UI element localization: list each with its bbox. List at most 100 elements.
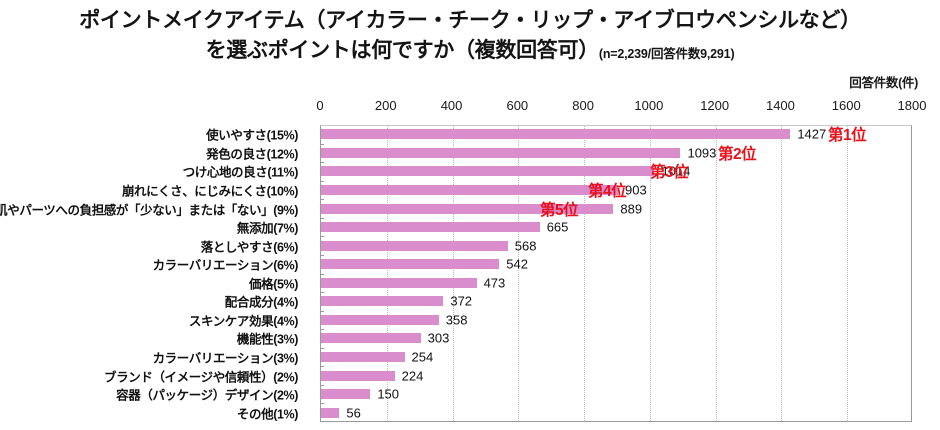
y-axis-tick [320, 143, 324, 145]
bar [321, 222, 540, 233]
gridline [452, 126, 454, 421]
y-axis-tick [320, 273, 324, 275]
gridline [584, 126, 586, 421]
chart-row: 落としやすさ(6%) 568 [0, 236, 940, 255]
gridline [847, 126, 849, 421]
gridline [781, 126, 783, 421]
category-label: ブランド（イメージや信頼性）(2%) [104, 370, 298, 385]
chart-row: その他(1%) 56 [0, 403, 940, 422]
chart-row: 機能性(3%) 303 [0, 329, 940, 348]
category-label: 発色の良さ(12%) [206, 147, 298, 162]
rank-annotation: 第3位 [650, 164, 689, 182]
bar [321, 370, 395, 381]
bar-value-label: 665 [546, 219, 569, 235]
gridline [649, 126, 651, 421]
bar [321, 203, 614, 214]
category-label: 肌やパーツへの負担感が「少ない」または「ない」(9%) [0, 203, 298, 218]
bar-value-label: 224 [401, 368, 424, 384]
bar [321, 389, 371, 400]
x-axis-tick-label: 1800 [897, 98, 927, 113]
gridline [518, 126, 520, 421]
x-axis-tick-label: 1400 [765, 98, 795, 113]
x-axis-tick-label: 1200 [700, 98, 730, 113]
bar [321, 259, 500, 270]
x-axis-tick-label: 0 [316, 98, 324, 113]
bar-value-label: 542 [506, 256, 528, 272]
bar [321, 277, 477, 288]
category-label: 崩れにくさ、にじみにくさ(10%) [121, 184, 298, 199]
y-axis-tick [320, 310, 324, 312]
category-label: 落としやすさ(6%) [200, 240, 299, 255]
category-label: 配合成分(4%) [224, 295, 299, 310]
sample-size-note: (n=2,239/回答件数9,291) [598, 47, 735, 61]
y-axis-tick [320, 162, 324, 164]
gridline [715, 126, 717, 421]
y-axis-tick [320, 236, 324, 238]
bar-value-label: 903 [624, 182, 647, 198]
bar-value-label: 473 [483, 275, 506, 291]
bar [321, 296, 444, 307]
bar [321, 352, 405, 363]
chart-row: 使いやすさ(15%) 1427 第1位 [0, 125, 940, 145]
rank-annotation: 第5位 [540, 201, 579, 219]
bar-value-label: 1014 [661, 163, 691, 179]
category-label: つけ心地の良さ(11%) [182, 165, 299, 180]
rank-annotation: 第2位 [718, 145, 757, 163]
bar [321, 166, 655, 177]
category-label: 容器（パッケージ）デザイン(2%) [116, 388, 298, 403]
category-label: スキンケア効果(4%) [188, 314, 299, 329]
bar [321, 147, 681, 158]
chart-row: 肌やパーツへの負担感が「少ない」または「ない」(9%) 889 第5位 [0, 199, 940, 219]
bar [321, 407, 340, 418]
y-axis-tick [320, 384, 324, 386]
y-axis-tick [320, 347, 324, 349]
category-label: 使いやすさ(15%) [206, 128, 298, 143]
y-axis-tick [320, 217, 324, 219]
chart-row: 容器（パッケージ）デザイン(2%) 150 [0, 385, 940, 404]
bar-value-label: 358 [445, 312, 468, 328]
category-label: カラーバリエーション(3%) [152, 351, 299, 366]
category-label: その他(1%) [236, 407, 298, 422]
x-axis-tick-label: 1000 [634, 98, 664, 113]
category-label: 無添加(7%) [236, 221, 298, 236]
bar-value-label: 1093 [687, 145, 717, 161]
chart-row: ブランド（イメージや信頼性）(2%) 224 [0, 366, 940, 385]
y-axis-tick [320, 403, 324, 405]
bar-value-label: 150 [377, 386, 400, 402]
x-axis-tick-label: 400 [440, 98, 463, 113]
x-axis-tick-label: 800 [572, 98, 594, 113]
x-axis-tick-labels: 0 200 400 600 800 1000 1200 1400 1600 1800 [0, 96, 940, 122]
chart-row: 発色の良さ(12%) 1093 第2位 [0, 144, 940, 163]
y-axis-tick [320, 180, 324, 182]
bar-chart: 0 200 400 600 800 1000 1200 1400 1600 1800 使いやすさ(… [0, 96, 940, 430]
bar-value-label: 568 [514, 238, 537, 254]
chart-row: カラーバリエーション(6%) 542 [0, 255, 940, 274]
x-axis-unit-label: 回答件数(件) [849, 76, 918, 90]
bar-value-label: 372 [450, 293, 473, 309]
chart-row: 無添加(7%) 665 [0, 218, 940, 237]
x-axis-tick-label: 1600 [831, 98, 861, 113]
bar-value-label: 889 [620, 201, 643, 217]
bar-value-label: 56 [346, 405, 361, 421]
y-axis-tick [320, 199, 324, 201]
bar [321, 333, 421, 344]
chart-row: スキンケア効果(4%) 358 [0, 311, 940, 330]
chart-row: 崩れにくさ、にじみにくさ(10%) 903 第4位 [0, 181, 940, 200]
category-label: 価格(5%) [249, 277, 298, 292]
chart-row: つけ心地の良さ(11%) 1014 第3位 [0, 162, 940, 182]
chart-row: 価格(5%) 473 [0, 274, 940, 293]
x-axis-tick-label: 200 [374, 98, 397, 113]
bar [321, 184, 618, 195]
category-label: 機能性(3%) [236, 332, 298, 347]
page-title-line-2: を選ぶポイントは何ですか（複数回答可） [205, 39, 600, 62]
bar-rows: 使いやすさ(15%) 1427 第1位 発色の良さ(12%) 1093 第2位 つけ心地の良… [0, 96, 940, 430]
chart-title-block: ポイントメイクアイテム（アイカラー・チーク・リップ・アイブロウペンシルなど） を… [0, 6, 940, 68]
bar [321, 240, 508, 251]
page-title-line-1: ポイントメイクアイテム（アイカラー・チーク・リップ・アイブロウペンシルなど） [79, 9, 861, 32]
y-axis-tick [320, 254, 324, 256]
gridline [386, 126, 388, 421]
bar-value-label: 303 [427, 330, 450, 346]
bar-value-label: 1427 [797, 126, 827, 142]
x-axis-tick-label: 600 [506, 98, 529, 113]
category-label: カラーバリエーション(6%) [152, 258, 299, 273]
